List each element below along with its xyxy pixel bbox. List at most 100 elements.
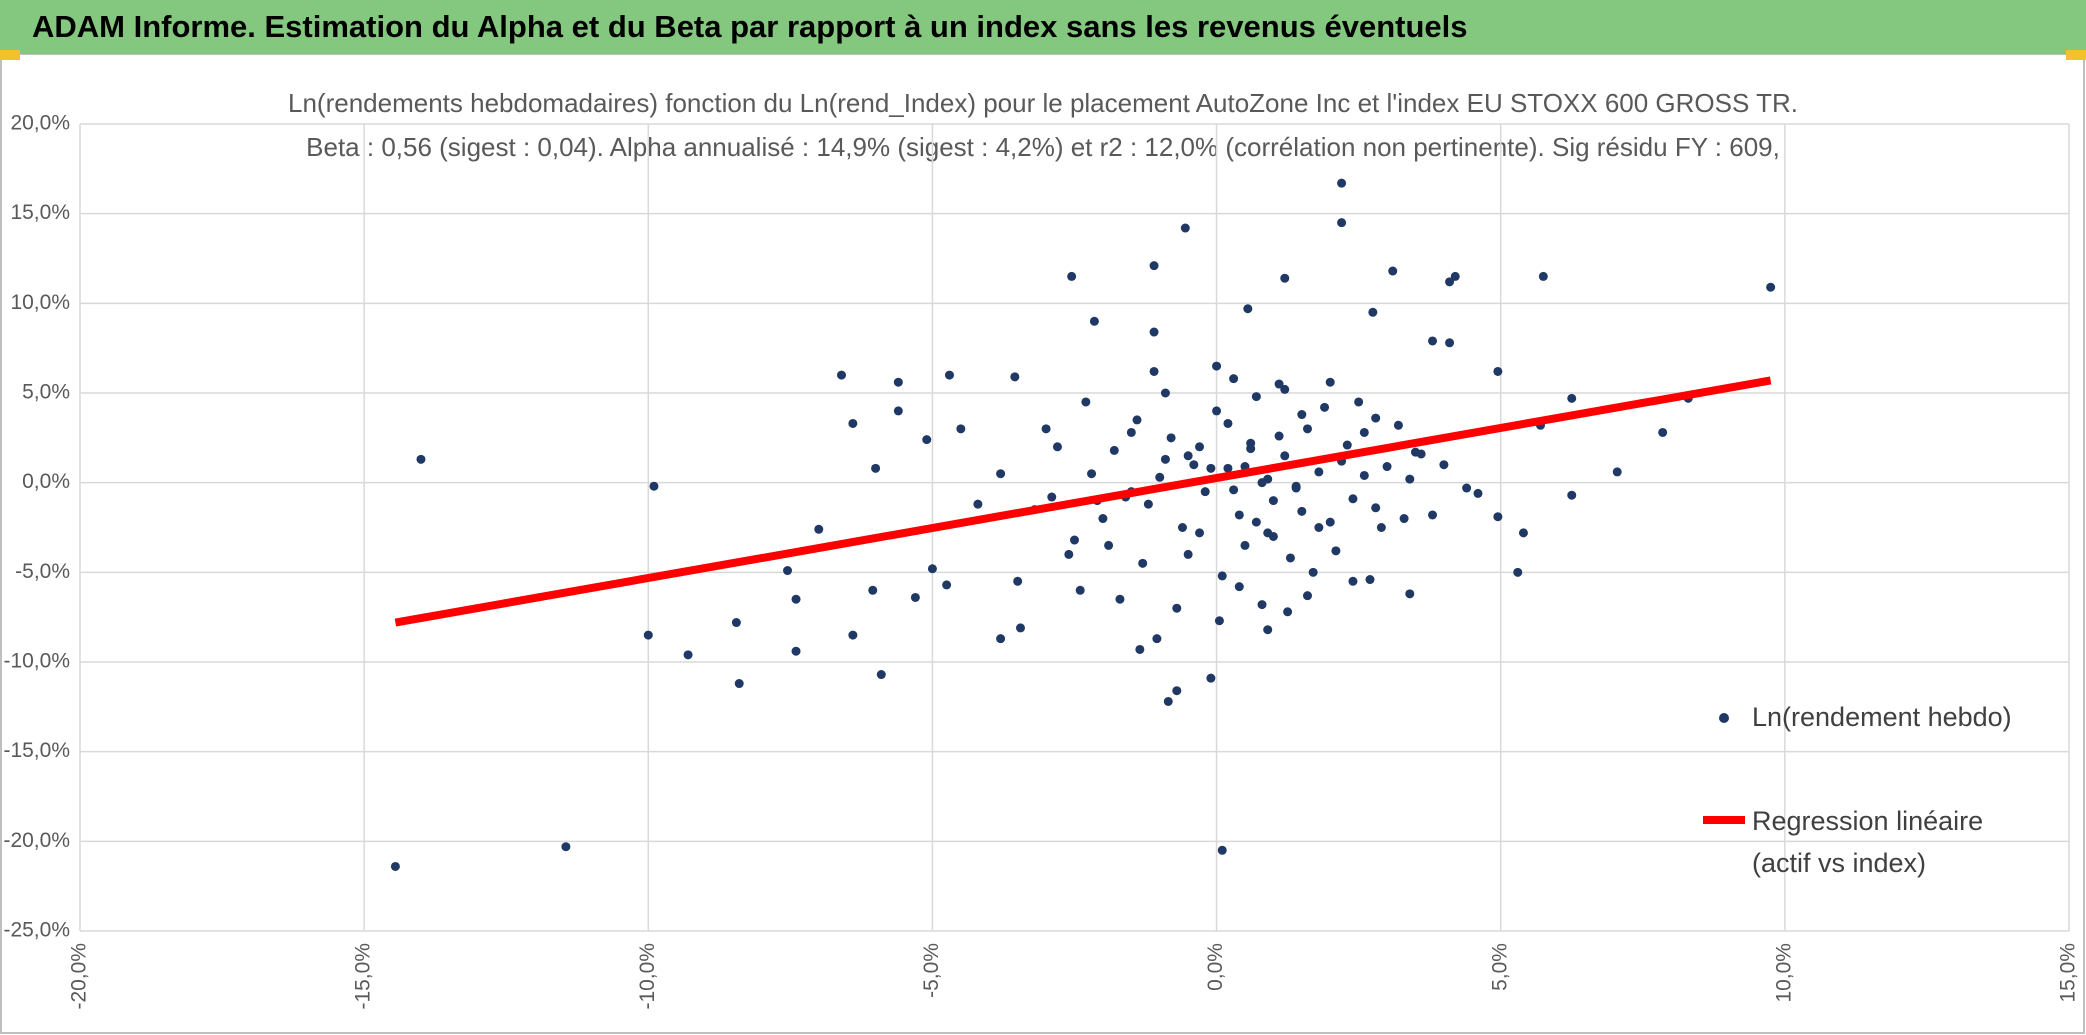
data-point: [1135, 644, 1145, 654]
data-point: [1041, 424, 1051, 434]
data-point: [927, 564, 937, 574]
data-point: [1342, 440, 1352, 450]
data-point: [1126, 427, 1136, 437]
data-point: [1010, 372, 1020, 382]
data-point: [1115, 594, 1125, 604]
data-point: [1251, 392, 1261, 402]
data-point: [1410, 447, 1420, 457]
data-point: [1399, 514, 1409, 524]
data-point: [1348, 494, 1358, 504]
data-point: [1132, 415, 1142, 425]
data-point: [1376, 523, 1386, 532]
data-point: [1263, 625, 1273, 635]
data-point: [1104, 540, 1114, 550]
x-tick-label: 15,0%: [2057, 943, 2080, 1003]
data-point: [1177, 523, 1187, 532]
x-tick-label: 10,0%: [1772, 943, 1795, 1003]
data-point: [1223, 463, 1233, 473]
data-point: [1263, 528, 1273, 538]
data-point: [1263, 474, 1273, 484]
data-point: [1325, 377, 1335, 387]
data-point: [1149, 366, 1159, 376]
data-point: [1160, 454, 1170, 464]
data-point: [1172, 686, 1182, 696]
x-tick-label: -10,0%: [636, 943, 659, 1010]
data-point: [1428, 510, 1438, 520]
data-point: [1393, 420, 1403, 430]
data-point: [1189, 460, 1199, 470]
y-tick-label: -20,0%: [3, 829, 70, 852]
x-tick-label: -5,0%: [920, 943, 943, 998]
x-tick-label: -15,0%: [352, 943, 375, 1010]
data-point: [1016, 623, 1026, 633]
data-point: [1163, 696, 1173, 706]
data-point: [1081, 397, 1091, 407]
data-point: [996, 469, 1006, 479]
data-point: [1766, 282, 1776, 292]
data-point: [649, 481, 659, 491]
data-point: [1160, 388, 1170, 398]
data-point: [416, 454, 426, 464]
data-point: [910, 592, 920, 602]
data-point: [1075, 585, 1085, 595]
data-point: [1274, 379, 1284, 389]
data-point: [1331, 546, 1341, 556]
data-point: [1223, 418, 1233, 428]
data-point: [643, 630, 653, 640]
data-point: [973, 499, 983, 509]
data-point: [1493, 512, 1503, 522]
data-point: [1180, 223, 1190, 233]
data-point: [1070, 535, 1079, 545]
data-point: [1354, 397, 1364, 407]
data-point: [731, 618, 741, 628]
data-point: [1462, 483, 1472, 493]
data-point: [1149, 261, 1159, 271]
data-point: [1217, 571, 1227, 581]
data-point: [1567, 490, 1577, 500]
y-tick-label: -25,0%: [3, 919, 70, 942]
data-point: [1246, 444, 1256, 454]
data-point: [1274, 431, 1284, 441]
data-point: [1240, 540, 1250, 550]
corner-mark: [2066, 50, 2086, 60]
legend-label: Regression linéaire (actif vs index): [1752, 806, 1984, 878]
data-point: [942, 580, 952, 590]
data-point: [1251, 517, 1261, 527]
data-point: [1308, 567, 1318, 577]
data-point: [1513, 567, 1523, 577]
data-point: [1283, 607, 1293, 617]
data-point: [791, 594, 801, 604]
data-point: [848, 630, 858, 640]
data-point: [1567, 393, 1577, 403]
data-point: [1138, 558, 1148, 568]
y-tick-label: 5,0%: [22, 381, 70, 404]
data-point: [1371, 503, 1381, 513]
data-point: [390, 861, 400, 871]
data-point: [1183, 451, 1193, 461]
data-point: [1359, 470, 1369, 480]
data-point: [1314, 467, 1324, 477]
data-point: [1268, 496, 1278, 506]
data-point: [783, 566, 793, 576]
data-point: [1229, 485, 1239, 495]
data-point: [1405, 474, 1415, 484]
data-point: [1089, 316, 1099, 326]
data-point: [734, 679, 744, 689]
data-point: [1052, 442, 1062, 452]
y-tick-label: -5,0%: [15, 560, 70, 583]
y-tick-label: -10,0%: [3, 650, 70, 673]
data-point: [1229, 374, 1239, 384]
chart-frame: [0, 53, 2085, 1034]
x-tick-label: 5,0%: [1488, 943, 1511, 991]
data-point: [1320, 402, 1330, 412]
data-point: [1337, 218, 1347, 228]
data-point: [1047, 492, 1057, 502]
data-point: [1382, 462, 1392, 472]
data-point: [1405, 589, 1415, 599]
data-point: [1473, 488, 1483, 498]
data-point: [1152, 634, 1162, 644]
x-tick-label: -20,0%: [68, 943, 91, 1010]
data-point: [1445, 338, 1455, 348]
